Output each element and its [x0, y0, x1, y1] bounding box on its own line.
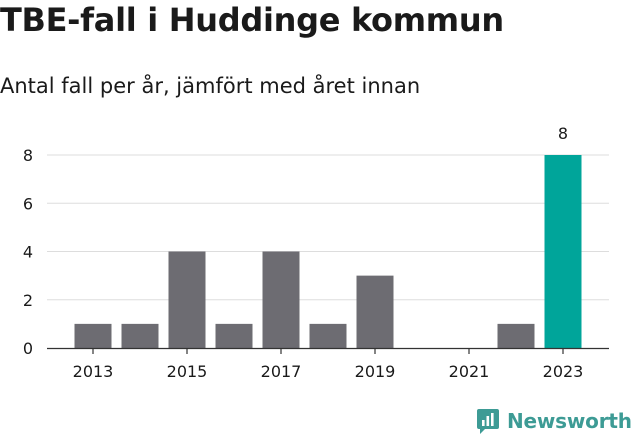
bar	[262, 251, 300, 348]
y-tick-label: 8	[23, 146, 33, 165]
bar	[168, 251, 206, 348]
y-tick-label: 6	[23, 194, 33, 213]
y-tick-label: 0	[23, 339, 33, 358]
bar	[497, 323, 535, 348]
x-tick-label: 2015	[167, 362, 208, 381]
newsworthy-brand[interactable]: Newsworthy	[476, 406, 631, 436]
data-label: 8	[558, 124, 568, 143]
bar	[215, 323, 253, 348]
x-tick-label: 2019	[355, 362, 396, 381]
chart-title: TBE-fall i Huddinge kommun	[0, 1, 504, 39]
highlight-bar	[544, 155, 582, 348]
bar	[121, 323, 159, 348]
y-tick-label: 4	[23, 243, 33, 262]
x-tick-label: 2013	[73, 362, 114, 381]
x-tick-label: 2021	[449, 362, 490, 381]
x-tick-label: 2023	[543, 362, 584, 381]
bar	[356, 275, 394, 348]
bar	[309, 323, 347, 348]
chart-subtitle: Antal fall per år, jämfört med året inna…	[0, 74, 421, 98]
bar	[74, 323, 112, 348]
bar-chart: 0 2 4 6 8 2013 2015 2017 2019 2021 2023 8	[23, 124, 609, 381]
x-tick-label: 2017	[261, 362, 302, 381]
y-tick-label: 2	[23, 291, 33, 310]
bar-chart-logo-icon	[477, 409, 499, 434]
brand-name: Newsworthy	[507, 409, 631, 433]
